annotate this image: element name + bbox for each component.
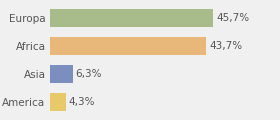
Bar [50,9,213,27]
Bar [50,37,206,55]
Text: 43,7%: 43,7% [209,41,242,51]
Text: 6,3%: 6,3% [76,69,102,79]
Bar [50,93,66,111]
Bar [50,65,73,83]
Text: 45,7%: 45,7% [216,13,249,23]
Text: 4,3%: 4,3% [69,97,95,107]
